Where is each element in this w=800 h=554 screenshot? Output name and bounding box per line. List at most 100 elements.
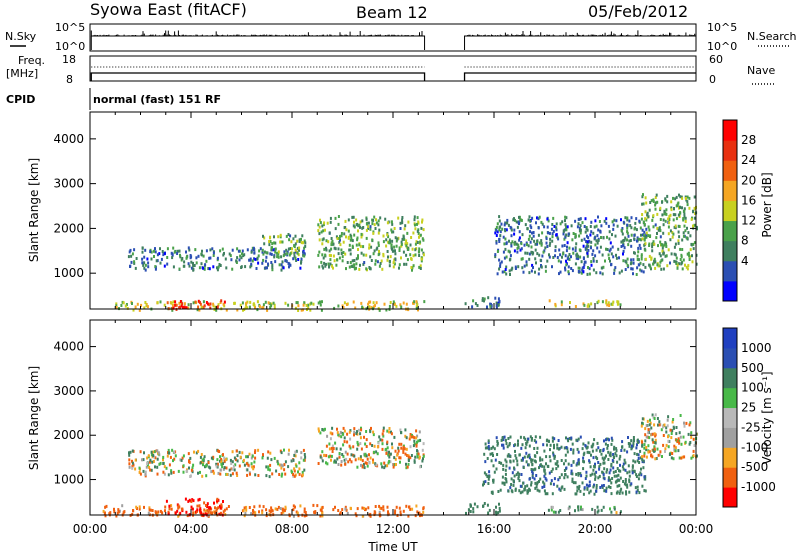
velocity-point xyxy=(134,467,137,471)
velocity-point xyxy=(583,486,586,490)
power-point xyxy=(499,265,502,268)
velocity-point xyxy=(498,509,501,513)
velocity-point xyxy=(539,456,542,460)
velocity-point xyxy=(216,497,219,501)
power-point xyxy=(253,251,256,255)
power-point xyxy=(604,259,606,263)
velocity-point xyxy=(602,449,605,453)
power-point xyxy=(569,301,571,304)
power-point xyxy=(635,217,638,221)
velocity-point xyxy=(292,514,295,518)
velocity-point xyxy=(399,456,402,460)
power-point xyxy=(332,254,335,258)
velocity-point xyxy=(470,504,472,508)
power-point xyxy=(525,260,528,264)
velocity-point xyxy=(501,436,504,440)
power-point xyxy=(502,250,505,254)
velocity-point xyxy=(541,458,544,462)
power-point xyxy=(662,223,665,227)
power-point xyxy=(608,237,611,241)
velocity-point xyxy=(671,420,674,424)
velocity-point xyxy=(203,508,206,512)
power-point xyxy=(641,213,644,216)
velocity-point xyxy=(303,468,306,472)
velocity-point xyxy=(628,480,631,484)
power-point xyxy=(144,301,147,304)
power-point xyxy=(393,227,396,230)
velocity-point xyxy=(579,472,582,476)
power-point xyxy=(132,308,135,312)
velocity-point xyxy=(156,472,159,476)
power-point xyxy=(540,239,543,243)
velocity-point xyxy=(555,462,558,466)
velocity-point xyxy=(632,444,635,448)
velocity-point xyxy=(510,489,513,493)
power-point xyxy=(560,300,563,304)
time-tick-label: 20:00 xyxy=(578,522,613,536)
power-point xyxy=(303,246,306,250)
velocity-point xyxy=(584,477,587,480)
velocity-point xyxy=(606,446,609,450)
power-point xyxy=(501,270,504,274)
velocity-point xyxy=(405,504,408,508)
power-point xyxy=(372,301,375,305)
velocity-point xyxy=(206,505,209,508)
velocity-point xyxy=(317,427,320,431)
power-point xyxy=(154,250,157,254)
velocity-point xyxy=(530,460,533,464)
velocity-point xyxy=(615,449,618,453)
power-point xyxy=(420,226,423,230)
power-point xyxy=(586,252,589,256)
power-point xyxy=(509,254,512,258)
power-point xyxy=(130,254,133,258)
velocity-point xyxy=(335,460,337,464)
power-colorbar-tick: 24 xyxy=(741,153,756,167)
power-point xyxy=(567,232,570,236)
station-title: Syowa East (fitACF) xyxy=(90,0,247,19)
power-point xyxy=(684,229,687,233)
velocity-point xyxy=(563,469,566,472)
power-colorbar-swatch xyxy=(723,240,737,262)
power-point xyxy=(359,263,361,267)
power-point xyxy=(565,225,567,229)
power-point xyxy=(521,257,524,261)
power-point xyxy=(509,225,512,229)
power-point xyxy=(592,259,595,263)
power-point xyxy=(423,300,426,304)
power-point xyxy=(677,239,680,243)
velocity-point xyxy=(250,456,253,460)
velocity-point xyxy=(405,436,408,440)
power-point xyxy=(512,218,515,222)
power-point xyxy=(584,260,587,264)
velocity-point xyxy=(529,435,532,439)
power-point xyxy=(589,225,592,228)
velocity-point xyxy=(223,508,226,512)
velocity-point xyxy=(400,442,403,446)
velocity-point xyxy=(329,454,332,458)
power-ytick-label: 3000 xyxy=(53,177,84,191)
power-point xyxy=(258,305,261,308)
power-point xyxy=(692,242,695,246)
power-point xyxy=(391,247,393,251)
velocity-point xyxy=(395,463,397,466)
velocity-point xyxy=(560,486,563,490)
power-point xyxy=(239,303,242,307)
power-point xyxy=(403,237,406,241)
velocity-point xyxy=(551,436,554,440)
power-point xyxy=(578,226,581,230)
velocity-point xyxy=(373,444,376,448)
power-point xyxy=(252,248,255,251)
velocity-point xyxy=(548,455,551,459)
power-point xyxy=(490,305,493,309)
power-point xyxy=(353,220,355,224)
power-point xyxy=(610,262,613,266)
velocity-point xyxy=(606,468,609,472)
velocity-point xyxy=(565,446,568,449)
velocity-point xyxy=(675,426,678,429)
velocity-point xyxy=(526,491,529,495)
power-point xyxy=(321,253,324,257)
power-point xyxy=(262,258,265,262)
velocity-point xyxy=(396,453,399,457)
velocity-point xyxy=(643,451,646,455)
power-point xyxy=(421,237,424,241)
